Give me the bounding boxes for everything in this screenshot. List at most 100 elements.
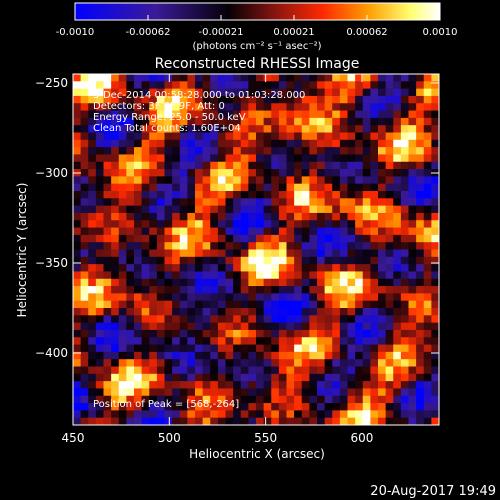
heatmap-cell: [95, 242, 104, 250]
heatmap-cell: [378, 293, 387, 302]
heatmap-cell: [271, 110, 280, 119]
heatmap-cell: [347, 373, 356, 382]
heatmap-cell: [233, 234, 242, 243]
heatmap-cell: [95, 95, 104, 104]
heatmap-cell: [225, 271, 234, 280]
colorbar-tick-label: 0.0010: [423, 27, 458, 38]
heatmap-cell: [111, 300, 120, 309]
heatmap-cell: [278, 417, 287, 426]
heatmap-cell: [248, 95, 257, 104]
heatmap-cell: [217, 169, 226, 177]
heatmap-cell: [339, 103, 348, 111]
heatmap-cell: [301, 74, 310, 82]
heatmap-cell: [95, 373, 104, 382]
heatmap-cell: [294, 176, 303, 185]
heatmap-cell: [339, 344, 348, 353]
heatmap-cell: [416, 300, 425, 309]
heatmap-cell: [217, 286, 226, 294]
heatmap-cell: [332, 322, 341, 331]
heatmap-cell: [256, 403, 265, 411]
heatmap-cell: [134, 125, 143, 133]
heatmap-cell: [149, 88, 158, 97]
heatmap-cell: [126, 81, 135, 90]
heatmap-cell: [278, 176, 287, 185]
heatmap-cell: [339, 264, 348, 272]
heatmap-cell: [156, 417, 165, 426]
heatmap-cell: [286, 315, 295, 324]
heatmap-cell: [156, 264, 165, 272]
heatmap-cell: [378, 417, 387, 426]
heatmap-cell: [179, 308, 188, 316]
heatmap-cell: [118, 183, 127, 192]
heatmap-cell: [400, 344, 409, 353]
heatmap-cell: [332, 337, 341, 345]
heatmap-cell: [355, 315, 364, 324]
heatmap-cell: [355, 308, 364, 316]
heatmap-cell: [339, 286, 348, 294]
heatmap-cell: [294, 322, 303, 331]
heatmap-cell: [416, 249, 425, 258]
heatmap-cell: [156, 212, 165, 221]
heatmap-cell: [339, 198, 348, 207]
heatmap-cell: [172, 103, 181, 111]
heatmap-cell: [225, 264, 234, 272]
heatmap-cell: [263, 403, 272, 411]
heatmap-cell: [164, 183, 173, 192]
heatmap-cell: [248, 344, 257, 353]
heatmap-cell: [103, 212, 112, 221]
heatmap-cell: [187, 286, 196, 294]
heatmap-cell: [225, 183, 234, 192]
heatmap-cell: [309, 132, 318, 141]
heatmap-cell: [126, 147, 135, 155]
heatmap-cell: [362, 191, 371, 199]
heatmap-cell: [225, 417, 234, 426]
heatmap-cell: [95, 103, 104, 111]
heatmap-cell: [156, 132, 165, 141]
heatmap-cell: [141, 95, 150, 104]
heatmap-cell: [393, 169, 402, 177]
heatmap-cell: [332, 403, 341, 411]
heatmap-cell: [179, 366, 188, 375]
heatmap-cell: [393, 191, 402, 199]
heatmap-cell: [111, 417, 120, 426]
heatmap-cell: [301, 278, 310, 287]
heatmap-cell: [416, 183, 425, 192]
heatmap-cell: [149, 205, 158, 214]
heatmap-cell: [210, 74, 219, 82]
heatmap-cell: [88, 329, 97, 338]
heatmap-cell: [225, 132, 234, 141]
heatmap-cell: [103, 256, 112, 265]
heatmap-cell: [332, 293, 341, 302]
annotation-time-range: 5-Dec-2014 00:58:28.000 to 01:03:28.000: [93, 90, 305, 101]
heatmap-cell: [95, 417, 104, 426]
heatmap-cell: [195, 234, 204, 243]
heatmap-cell: [179, 198, 188, 207]
heatmap-cell: [111, 351, 120, 360]
heatmap-cell: [393, 410, 402, 419]
heatmap-cell: [256, 154, 265, 163]
heatmap-cell: [233, 308, 242, 316]
heatmap-cell: [225, 74, 234, 82]
heatmap-cell: [225, 169, 234, 177]
heatmap-cell: [202, 417, 211, 426]
heatmap-cell: [156, 344, 165, 353]
heatmap-cell: [263, 191, 272, 199]
heatmap-cell: [95, 344, 104, 353]
heatmap-cell: [378, 403, 387, 411]
heatmap-cell: [248, 117, 257, 126]
heatmap-cell: [202, 147, 211, 155]
heatmap-cell: [149, 300, 158, 309]
heatmap-cell: [73, 110, 82, 119]
heatmap-cell: [126, 161, 135, 170]
heatmap-cell: [73, 410, 82, 419]
heatmap-cell: [118, 395, 127, 404]
heatmap-cell: [400, 388, 409, 397]
heatmap-cell: [378, 176, 387, 185]
heatmap-cell: [309, 410, 318, 419]
heatmap-cell: [278, 242, 287, 250]
heatmap-cell: [240, 388, 249, 397]
heatmap-cell: [400, 278, 409, 287]
heatmap-cell: [362, 315, 371, 324]
heatmap-cell: [103, 315, 112, 324]
heatmap-cell: [355, 176, 364, 185]
